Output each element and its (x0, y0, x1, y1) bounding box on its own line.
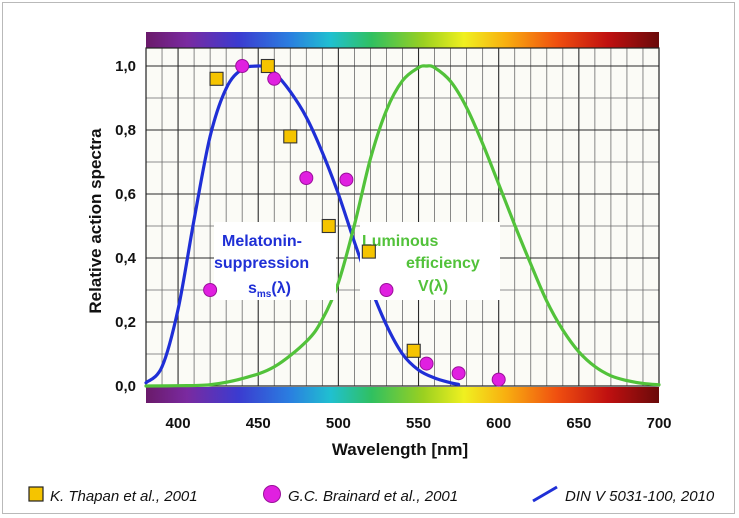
x-axis-title: Wavelength [nm] (332, 440, 468, 459)
x-tick-labels: 400 450 500 550 600 650 700 (166, 415, 672, 432)
y-tick-label: 0,0 (115, 378, 136, 395)
thapan-data-point (361, 244, 376, 259)
markers-layer (203, 58, 506, 387)
melatonin-arg: (λ) (271, 280, 291, 297)
legend-label-thapan: K. Thapan et al., 2001 (50, 487, 198, 505)
spectrum-bar-bottom (146, 387, 659, 403)
luminous-annotation-line1: Luminous (362, 233, 439, 250)
brainard-data-point (299, 171, 314, 185)
melatonin-annotation-line2: suppression (214, 255, 309, 272)
thapan-data-point (260, 58, 275, 74)
legend-item-thapan: K. Thapan et al., 2001 (28, 485, 198, 507)
y-tick-label: 0,6 (115, 186, 136, 203)
thapan-data-point (283, 129, 298, 144)
brainard-data-point (451, 366, 466, 381)
y-axis-title: Relative action spectra (86, 128, 105, 314)
thapan-data-point (209, 71, 224, 86)
luminous-annotation-line2: efficiency (406, 255, 480, 272)
melatonin-annotation-line3: sms(λ) (248, 280, 291, 300)
curves-layer (144, 64, 661, 388)
brainard-data-point (339, 172, 354, 187)
y-tick-label: 0,8 (115, 122, 136, 139)
circle-marker-icon (262, 484, 282, 508)
curve-annotations: Melatonin- suppression sms(λ) Luminous e… (214, 222, 500, 300)
action-spectra-chart: 0,0 0,2 0,4 0,6 0,8 1,0 400 450 500 550 600 650 700… (86, 32, 672, 459)
luminous-curve (144, 64, 661, 388)
brainard-data-point (203, 283, 218, 297)
x-tick-label: 500 (326, 415, 351, 432)
melatonin-annotation-line1: Melatonin- (222, 233, 302, 250)
brainard-data-point (379, 283, 394, 297)
x-tick-label: 450 (246, 415, 271, 432)
brainard-data-point (491, 372, 506, 387)
y-tick-labels: 0,0 0,2 0,4 0,6 0,8 1,0 (115, 58, 137, 395)
thapan-data-point (406, 343, 421, 358)
melatonin-symbol: s (248, 280, 257, 297)
line-marker-icon (531, 485, 559, 507)
legend-item-brainard: G.C. Brainard et al., 2001 (262, 485, 458, 507)
melatonin-subscript: ms (257, 289, 272, 300)
brainard-data-point (267, 71, 282, 86)
brainard-data-point (419, 356, 434, 371)
brainard-data-point (235, 59, 250, 73)
x-tick-label: 650 (566, 415, 591, 432)
legend-label-din: DIN V 5031-100, 2010 (565, 487, 715, 505)
luminous-annotation-line3: V(λ) (418, 278, 448, 295)
melatonin-curve (144, 64, 461, 386)
melatonin-annotation-box (214, 222, 336, 300)
x-tick-label: 700 (646, 415, 671, 432)
square-marker-icon (28, 486, 44, 506)
x-tick-label: 550 (406, 415, 431, 432)
y-tick-label: 0,4 (115, 250, 137, 267)
legend-label-brainard: G.C. Brainard et al., 2001 (288, 487, 459, 505)
x-tick-label: 600 (486, 415, 511, 432)
legend-item-din: DIN V 5031-100, 2010 (531, 485, 714, 507)
plot-border (145, 47, 660, 387)
x-tick-label: 400 (166, 415, 191, 432)
spectrum-bar-top (146, 32, 659, 48)
y-tick-label: 0,2 (115, 314, 136, 331)
legend: K. Thapan et al., 2001 G.C. Brainard et … (0, 480, 739, 510)
thapan-data-point (321, 218, 336, 234)
y-tick-label: 1,0 (115, 58, 136, 75)
